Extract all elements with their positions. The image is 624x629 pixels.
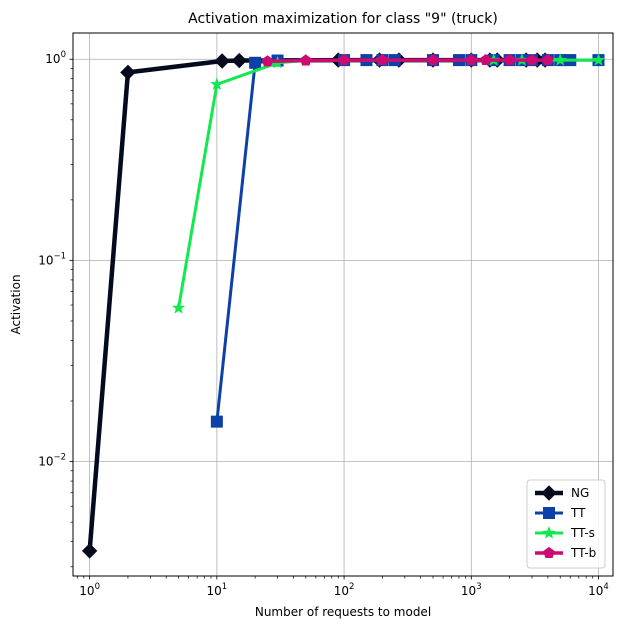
y-tick-exponent: 0 xyxy=(61,50,66,60)
y-tick-label: 10−2 xyxy=(38,453,66,469)
x-tick-label: 102 xyxy=(334,582,355,598)
legend-marker xyxy=(541,485,557,501)
legend-item-tt: TT xyxy=(535,506,586,520)
series-ng xyxy=(81,52,553,559)
legend-marker xyxy=(543,546,555,558)
data-point-tt-b xyxy=(479,53,492,66)
legend-marker xyxy=(543,507,555,519)
data-point-tt-s xyxy=(553,53,567,66)
data-point-tt-s xyxy=(210,77,224,90)
y-tick-base: 10 xyxy=(38,455,53,469)
data-point-tt xyxy=(249,56,262,69)
x-tick-label: 101 xyxy=(207,582,228,598)
data-point-ng xyxy=(231,52,247,69)
legend-label: TT-b xyxy=(570,546,596,560)
y-tick-exponent: −1 xyxy=(53,251,66,261)
data-point-tt-b xyxy=(261,55,274,67)
plot-series xyxy=(81,52,606,559)
series-tt-s xyxy=(171,53,606,314)
x-tick-base: 10 xyxy=(588,584,603,598)
legend-item-tt-b: TT-b xyxy=(535,546,596,560)
y-tick-base: 10 xyxy=(38,253,53,267)
x-tick-exponent: 0 xyxy=(95,582,100,592)
x-axis-title: Number of requests to model xyxy=(255,605,431,619)
chart-title: Activation maximization for class "9" (t… xyxy=(188,11,498,27)
data-point-tt-b xyxy=(427,53,439,66)
legend-label: TT xyxy=(570,506,586,520)
data-point-tt-b xyxy=(376,53,389,66)
data-point-tt xyxy=(210,415,223,428)
x-tick-label: 104 xyxy=(588,582,609,598)
y-tick-exponent: −2 xyxy=(53,453,66,463)
x-tick-exponent: 2 xyxy=(349,582,354,592)
x-tick-base: 10 xyxy=(461,584,476,598)
series-tt-b xyxy=(261,53,554,67)
legend-marker xyxy=(542,526,556,539)
data-point-ng xyxy=(214,53,230,69)
series-line-tt xyxy=(215,58,599,422)
data-point-tt-s xyxy=(171,301,186,314)
legend-label: NG xyxy=(571,486,589,500)
legend-label: TT-s xyxy=(570,526,595,540)
data-point-tt-b xyxy=(503,53,516,66)
data-point-tt-b xyxy=(526,53,538,66)
legend: NG TT TT-s TT-b xyxy=(526,479,606,569)
series-line-tt-b xyxy=(267,58,548,64)
y-tick-label: 10−1 xyxy=(38,251,66,267)
x-tick-base: 10 xyxy=(207,584,222,598)
x-tick-base: 10 xyxy=(334,584,349,598)
data-point-tt-b xyxy=(542,53,554,66)
x-tick-exponent: 1 xyxy=(222,582,227,592)
data-point-tt-s xyxy=(591,53,606,66)
legend-item-ng: NG xyxy=(535,485,589,501)
x-tick-label: 100 xyxy=(79,582,100,598)
x-tick-label: 103 xyxy=(461,582,482,598)
grid xyxy=(73,33,613,576)
plot-frame xyxy=(72,32,614,577)
series-tt xyxy=(210,54,605,428)
series-line-ng xyxy=(87,57,546,552)
x-tick-exponent: 4 xyxy=(603,582,608,592)
data-point-tt-b xyxy=(299,54,312,66)
x-tick-exponent: 3 xyxy=(476,582,481,592)
data-point-tt-b xyxy=(465,53,478,66)
y-axis-title: Activation xyxy=(9,274,23,334)
data-point-ng xyxy=(120,64,136,81)
data-point-ng xyxy=(81,543,98,559)
legend-box xyxy=(526,479,606,569)
data-point-tt-b xyxy=(338,53,350,66)
x-tick-base: 10 xyxy=(79,584,94,598)
legend-item-tt-s: TT-s xyxy=(535,526,595,540)
y-tick-label: 100 xyxy=(45,50,66,66)
y-tick-base: 10 xyxy=(45,52,60,66)
